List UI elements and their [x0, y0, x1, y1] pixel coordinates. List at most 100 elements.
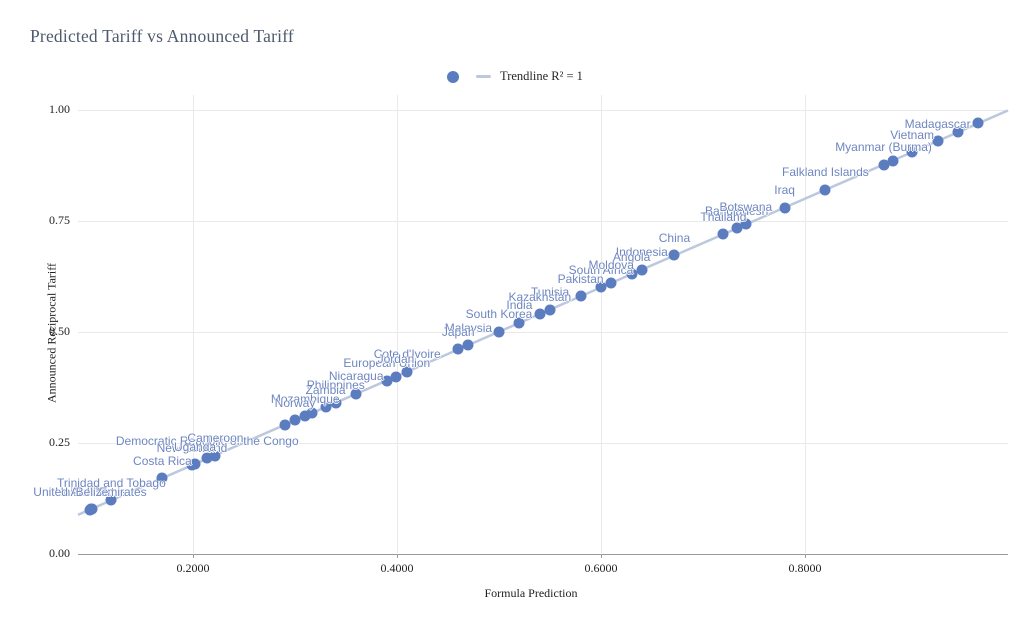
trendline-legend-label: Trendline R² = 1: [500, 69, 583, 83]
point-label: Cote d'Ivoire: [373, 347, 441, 362]
data-point[interactable]: [189, 458, 201, 470]
data-point[interactable]: [887, 155, 899, 167]
point-label: Kazakhstan: [508, 289, 572, 304]
data-point[interactable]: [330, 397, 342, 409]
point-label: India: [506, 298, 533, 313]
x-axis-line: [78, 553, 1008, 555]
data-point[interactable]: [452, 343, 464, 355]
data-point[interactable]: [717, 228, 729, 240]
point-label: Uganda: [174, 439, 217, 454]
y-tick-label: 0.25: [49, 434, 70, 449]
data-point[interactable]: [731, 222, 743, 234]
point-label: Cameroon: [187, 431, 244, 446]
data-point[interactable]: [952, 126, 964, 138]
point-label: Botswana: [719, 199, 773, 214]
point-label: Nicaragua: [328, 369, 384, 384]
x-tick-mark: [601, 554, 602, 558]
data-point[interactable]: [636, 264, 648, 276]
data-point[interactable]: [534, 308, 546, 320]
point-label: Moldova: [588, 258, 634, 273]
data-point[interactable]: [906, 146, 918, 158]
gridline-h: [78, 442, 1008, 444]
data-point[interactable]: [878, 159, 890, 171]
gridline-h: [78, 220, 1008, 222]
point-label: Tunisia: [530, 285, 570, 300]
data-point[interactable]: [156, 472, 168, 484]
y-tick-label: 1.00: [49, 102, 70, 116]
chart-title: Predicted Tariff vs Announced Tariff: [30, 26, 294, 46]
x-tick-label: 0.4000: [380, 561, 414, 575]
point-label: Jordan: [377, 352, 415, 367]
data-point[interactable]: [105, 494, 117, 506]
y-axis-title: Announced Reciprocal Tariff: [44, 263, 59, 403]
data-point[interactable]: [819, 184, 831, 196]
data-point[interactable]: [299, 410, 311, 422]
data-point[interactable]: [306, 407, 318, 419]
data-point[interactable]: [320, 401, 332, 413]
point-label: Philippines: [306, 378, 365, 393]
data-point[interactable]: [779, 202, 791, 214]
point-label: Japan: [441, 324, 475, 339]
data-point[interactable]: [513, 317, 525, 329]
data-point[interactable]: [972, 117, 984, 129]
data-point[interactable]: [493, 326, 505, 338]
point-label: South Korea: [465, 307, 533, 322]
point-label: United States: [54, 484, 128, 499]
trendline-dash-icon: [476, 75, 491, 78]
point-label: Malaysia: [444, 320, 493, 335]
point-label: South Africa: [568, 262, 634, 277]
data-point[interactable]: [605, 277, 617, 289]
point-label: Angola: [612, 249, 651, 264]
point-label: Mozambique: [270, 391, 340, 406]
point-label: New Zealand: [156, 440, 228, 455]
x-tick-mark: [397, 554, 398, 558]
data-point[interactable]: [86, 503, 98, 515]
point-label: Norway: [274, 395, 316, 410]
gridline-h: [78, 331, 1008, 333]
point-label: Bangladesh: [704, 203, 769, 218]
data-point[interactable]: [381, 375, 393, 387]
data-point[interactable]: [401, 366, 413, 378]
y-tick-label: 0.00: [49, 545, 70, 560]
data-point[interactable]: [209, 450, 221, 462]
gridline-v: [397, 95, 398, 553]
point-label: Madagascar: [904, 116, 971, 131]
data-point[interactable]: [668, 249, 680, 261]
data-point[interactable]: [350, 388, 362, 400]
gridline-v: [193, 95, 194, 553]
x-tick-label: 0.8000: [788, 561, 822, 575]
point-label: Myanmar (Burma): [835, 140, 932, 155]
data-point[interactable]: [626, 268, 638, 280]
point-label: Falkland Islands: [782, 165, 869, 180]
point-label: China: [658, 230, 691, 245]
x-axis-title: Formula Prediction: [484, 586, 578, 600]
data-point[interactable]: [575, 290, 587, 302]
series-dot-icon: [447, 70, 459, 83]
point-label: United Arab Emirates: [33, 485, 147, 500]
data-point[interactable]: [544, 304, 556, 316]
point-label: Pakistan: [557, 271, 604, 286]
data-point[interactable]: [289, 414, 301, 426]
data-point[interactable]: [201, 452, 213, 464]
data-point[interactable]: [462, 339, 474, 351]
data-point[interactable]: [932, 135, 944, 147]
x-tick-label: 0.2000: [176, 561, 210, 575]
data-point[interactable]: [740, 218, 752, 230]
gridline-v: [805, 95, 806, 553]
y-tick-label: 0.50: [49, 323, 70, 338]
y-tick-label: 0.75: [49, 212, 70, 227]
data-point[interactable]: [279, 419, 291, 431]
x-tick-mark: [193, 554, 194, 558]
point-label: European Union: [343, 356, 431, 371]
point-label: Iraq: [774, 183, 795, 198]
data-point[interactable]: [390, 371, 402, 383]
x-tick-label: 0.6000: [584, 561, 618, 575]
gridline-v: [601, 95, 602, 553]
point-label: Zambia: [305, 382, 346, 397]
point-label: Costa Rica: [133, 453, 192, 468]
data-point[interactable]: [595, 281, 607, 293]
point-label: Democratic Republic of the Congo: [115, 433, 299, 448]
legend: Trendline R² = 1: [447, 69, 583, 84]
